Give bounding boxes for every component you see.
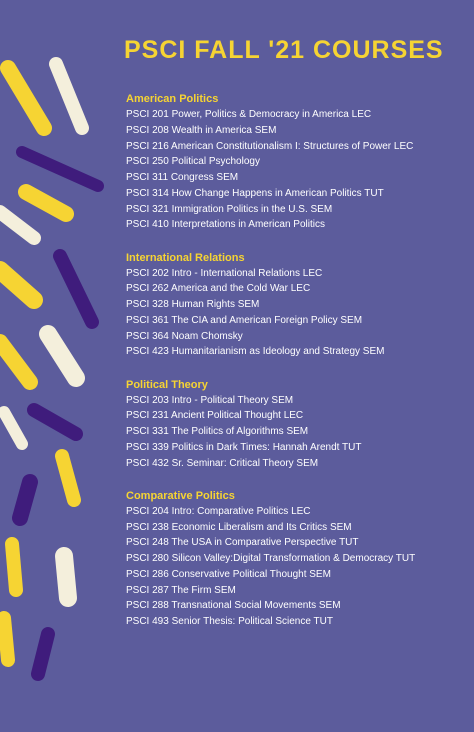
course: PSCI 287 The Firm SEM: [126, 584, 236, 596]
course: PSCI 361 The CIA and American Foreign Po…: [126, 314, 363, 326]
course: PSCI 216 American Constitutionalism I: S…: [126, 140, 414, 152]
stroke: [0, 205, 41, 245]
course: PSCI 321 Immigration Politics in the U.S…: [126, 203, 333, 215]
stroke: [55, 547, 77, 607]
course: PSCI 231 Ancient Political Thought LEC: [126, 410, 304, 422]
stroke: [49, 57, 89, 135]
stroke: [39, 325, 85, 387]
course: PSCI 432 Sr. Seminar: Critical Theory SE…: [126, 457, 319, 469]
course: PSCI 248 The USA in Comparative Perspect…: [126, 537, 359, 549]
course: PSCI 201 Power, Politics & Democracy in …: [126, 109, 372, 120]
stroke: [53, 249, 99, 329]
stroke: [31, 627, 55, 681]
stroke: [55, 449, 81, 507]
section-heading: Comparative Politics: [126, 489, 235, 502]
course: PSCI 314 How Change Happens in American …: [126, 187, 384, 199]
stroke: [0, 334, 38, 390]
stroke: [0, 611, 15, 667]
course: PSCI 311 Congress SEM: [126, 172, 239, 183]
course: PSCI 364 Noam Chomsky: [126, 330, 243, 342]
course: PSCI 280 Silicon Valley:Digital Transfor…: [126, 553, 416, 564]
course: PSCI 238 Economic Liberalism and Its Cri…: [126, 521, 352, 533]
stroke: [0, 406, 28, 450]
course: PSCI 493 Senior Thesis: Political Scienc…: [126, 616, 333, 627]
course: PSCI 423 Humanitarianism as Ideology and…: [126, 346, 385, 358]
course: PSCI 288 Transnational Social Movements …: [126, 600, 341, 612]
poster-title: PSCI FALL '21 COURSES: [124, 36, 444, 64]
brush-strokes: [0, 57, 104, 681]
course: PSCI 328 Human Rights SEM: [126, 299, 260, 310]
stroke: [18, 184, 74, 222]
course: PSCI 410 Interpretations in American Pol…: [126, 219, 325, 231]
stroke: [12, 474, 38, 526]
section-heading: Political Theory: [126, 378, 208, 391]
course: PSCI 204 Intro: Comparative Politics LEC: [126, 505, 311, 517]
section-heading: American Politics: [126, 93, 219, 105]
course: PSCI 262 America and the Cold War LEC: [126, 283, 311, 295]
course: PSCI 202 Intro - International Relations…: [126, 267, 323, 279]
stroke: [0, 261, 43, 309]
course: PSCI 339 Politics in Dark Times: Hannah …: [126, 441, 362, 453]
section-heading: International Relations: [126, 251, 245, 264]
stroke: [16, 146, 104, 192]
course: PSCI 208 Wealth in America SEM: [126, 124, 277, 136]
course: PSCI 286 Conservative Political Thought …: [126, 568, 331, 580]
stroke: [5, 537, 23, 597]
course: PSCI 250 Political Psychology: [126, 156, 260, 168]
stroke: [0, 60, 52, 136]
stroke: [27, 403, 83, 441]
course: PSCI 203 Intro - Political Theory SEM: [126, 394, 294, 406]
course: PSCI 331 The Politics of Algorithms SEM: [126, 426, 309, 437]
